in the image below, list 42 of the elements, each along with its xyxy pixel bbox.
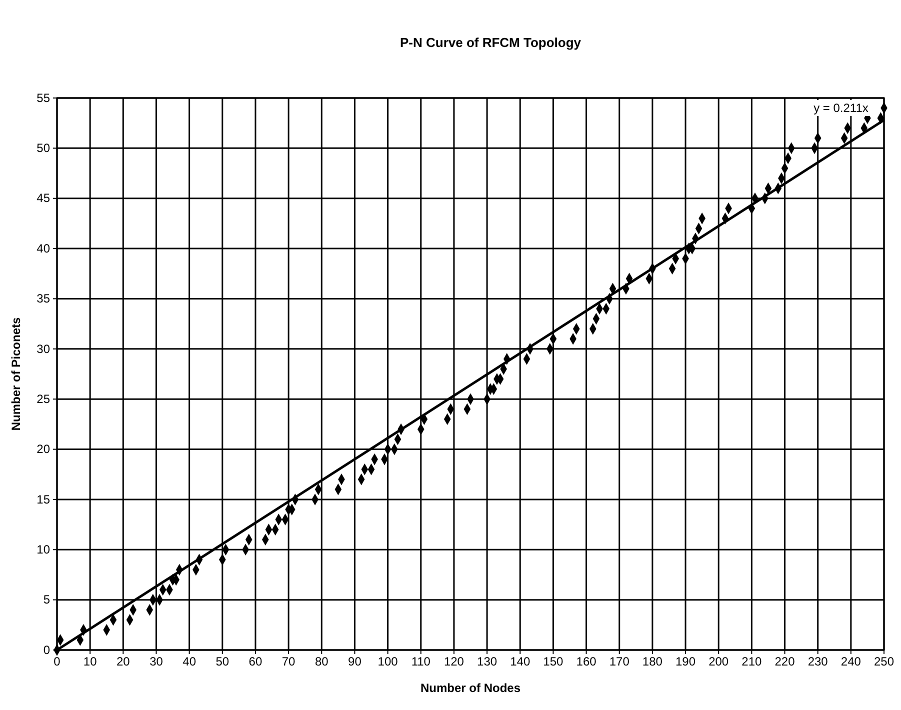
y-tick-label: 50 [36, 141, 50, 156]
y-tick-label: 0 [43, 642, 50, 657]
y-tick-label: 15 [36, 492, 50, 506]
x-tick-label: 70 [282, 654, 296, 669]
x-tick-label: 190 [676, 654, 696, 669]
x-tick-label: 140 [510, 654, 530, 669]
x-tick-label: 110 [411, 654, 431, 669]
y-tick-label: 55 [36, 90, 50, 105]
x-tick-label: 230 [808, 654, 828, 669]
y-tick-label: 20 [36, 442, 50, 456]
y-tick-label: 25 [36, 392, 50, 406]
x-tick-label: 0 [54, 654, 61, 669]
y-tick-label: 5 [43, 592, 50, 607]
x-tick-label: 200 [708, 654, 729, 669]
annotation: y = 0.211x [814, 101, 868, 115]
x-tick-label: 120 [444, 654, 464, 669]
x-tick-label: 50 [216, 654, 230, 669]
x-tick-label: 10 [83, 654, 98, 669]
x-tick-label: 170 [609, 654, 630, 669]
x-tick-label: 160 [576, 654, 597, 669]
y-tick-label: 35 [36, 292, 50, 306]
y-tick-label: 10 [36, 542, 50, 556]
x-tick-label: 20 [116, 654, 130, 669]
x-tick-label: 60 [248, 654, 262, 669]
x-axis-title: Number of Nodes [420, 681, 521, 695]
x-tick-label: 240 [840, 654, 862, 669]
x-tick-label: 210 [742, 654, 762, 669]
x-tick-label: 80 [314, 654, 329, 669]
x-tick-label: 250 [874, 654, 894, 669]
x-tick-label: 220 [774, 654, 796, 669]
y-tick-label: 40 [36, 241, 50, 256]
y-axis-title: Number of Piconets [9, 317, 23, 431]
x-tick-label: 40 [182, 654, 196, 669]
x-tick-label: 150 [543, 654, 564, 669]
x-tick-label: 30 [150, 654, 164, 669]
x-tick-label: 130 [477, 654, 498, 669]
y-tick-label: 45 [36, 191, 50, 206]
y-tick-label: 30 [36, 342, 50, 356]
x-tick-label: 90 [348, 654, 362, 669]
x-tick-label: 100 [378, 654, 398, 669]
x-tick-label: 180 [642, 654, 663, 669]
chart-title: P-N Curve of RFCM Topology [400, 35, 582, 50]
